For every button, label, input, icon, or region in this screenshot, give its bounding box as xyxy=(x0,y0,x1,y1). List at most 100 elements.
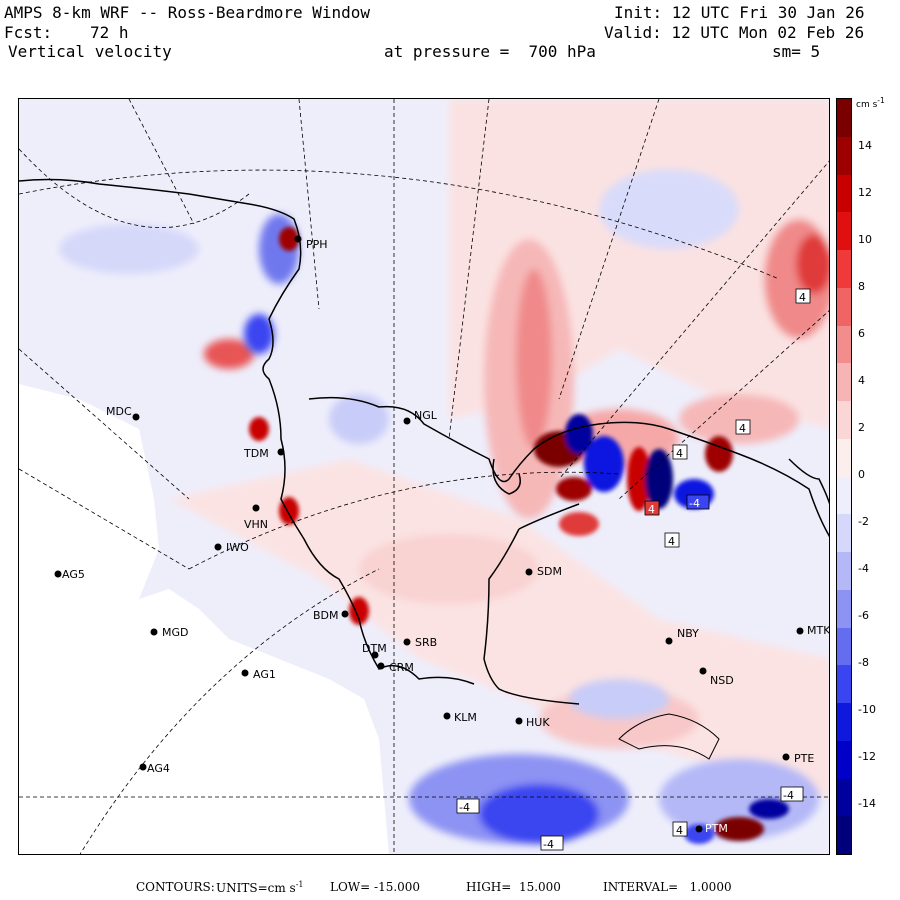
strong-couplets xyxy=(249,227,789,844)
station-marker: SDM xyxy=(525,565,562,578)
colorbar xyxy=(836,98,852,855)
colorbar-segment xyxy=(837,627,851,667)
contour-label: -4 xyxy=(456,798,480,814)
colorbar-segment xyxy=(837,740,851,780)
svg-text:PPH: PPH xyxy=(306,238,328,251)
svg-text:DTM: DTM xyxy=(362,642,387,655)
footer-interval: INTERVAL= 1.0000 xyxy=(603,880,732,894)
colorbar-units: cm s-1 xyxy=(856,96,885,110)
colorbar-segment xyxy=(837,401,851,440)
contour-label: 4 xyxy=(795,288,811,304)
contour-label: 4 xyxy=(672,444,688,460)
svg-text:MTK: MTK xyxy=(807,624,830,637)
svg-text:-4: -4 xyxy=(689,497,700,510)
colorbar-tick-label: 12 xyxy=(858,186,872,199)
svg-text:IWO: IWO xyxy=(226,541,249,554)
contour-label: 4 xyxy=(664,532,680,548)
colorbar-tick-label: -14 xyxy=(858,797,876,810)
island-outline xyxy=(618,713,720,760)
ice-shelf-region xyxy=(19,384,389,854)
colorbar-tick-label: -12 xyxy=(858,750,876,763)
colorbar-tick-label: 14 xyxy=(858,139,872,152)
svg-text:VHN: VHN xyxy=(244,518,268,531)
svg-text:4: 4 xyxy=(668,535,675,548)
colorbar-tick-label: -2 xyxy=(858,515,869,528)
colorbar-segment xyxy=(837,816,851,854)
svg-text:-4: -4 xyxy=(543,838,554,851)
contour-label: -4 xyxy=(780,786,804,802)
colorbar-segment xyxy=(837,250,851,289)
svg-text:4: 4 xyxy=(648,503,655,516)
colorbar-segment xyxy=(837,325,851,365)
colorbar-segment xyxy=(837,136,851,176)
svg-text:SRB: SRB xyxy=(415,636,437,649)
colorbar-segment xyxy=(837,476,851,516)
contour-labels: 4 4 4 -4 4 4 -4 4 -4 -4 xyxy=(456,288,811,851)
svg-text:SDM: SDM xyxy=(537,565,562,578)
colorbar-segment xyxy=(837,438,851,478)
svg-text:KLM: KLM xyxy=(454,711,477,724)
station-marker: MGD xyxy=(150,626,189,639)
station-marker: VHN xyxy=(244,504,268,531)
station-marker: MTK xyxy=(796,624,830,637)
station-marker: KLM xyxy=(443,711,477,724)
station-marker: IWO xyxy=(214,541,249,554)
forecast-hour: 72 h xyxy=(90,23,129,42)
station-marker: PPH xyxy=(294,235,328,251)
svg-text:BDM: BDM xyxy=(313,609,339,622)
map-title: AMPS 8-km WRF -- Ross-Beardmore Window xyxy=(4,3,371,22)
svg-text:4: 4 xyxy=(676,824,683,837)
station-marker: HUK xyxy=(515,716,550,729)
colorbar-segment xyxy=(837,174,851,214)
colorbar-segment xyxy=(837,665,851,704)
colorbar-tick-label: 8 xyxy=(858,280,865,293)
colorbar-segment xyxy=(837,703,851,742)
negative-field xyxy=(59,169,819,844)
footer-units: UNITS=cm s-1 xyxy=(216,880,304,895)
svg-text:-4: -4 xyxy=(459,801,470,814)
station-marker: AG5 xyxy=(54,568,85,581)
map-svg: 4 4 4 -4 4 4 -4 4 -4 -4 PPH MDC NGL TDM … xyxy=(19,99,830,854)
colorbar-segment xyxy=(837,99,851,138)
station-marker: AG1 xyxy=(241,668,276,681)
colorbar-tick-label: -10 xyxy=(858,703,876,716)
svg-text:PTM: PTM xyxy=(705,822,728,835)
init-time: Init: 12 UTC Fri 30 Jan 26 xyxy=(614,3,865,22)
svg-text:NBY: NBY xyxy=(677,627,699,640)
station-marker: PTM xyxy=(695,822,728,835)
station-marker: DTM xyxy=(362,642,387,659)
colorbar-segment xyxy=(837,778,851,818)
footer-high: HIGH= 15.000 xyxy=(466,880,561,894)
svg-text:TDM: TDM xyxy=(243,447,269,460)
contour-label: 4 xyxy=(644,500,660,516)
station-marker: MDC xyxy=(106,405,140,421)
contour-label: 4 xyxy=(672,821,688,837)
stations: PPH MDC NGL TDM VHN IWO AG5 SDM BDM MGD … xyxy=(54,235,830,835)
station-marker: CRM xyxy=(377,661,414,674)
svg-text:NGL: NGL xyxy=(414,409,438,422)
colorbar-segment xyxy=(837,514,851,553)
svg-text:MGD: MGD xyxy=(162,626,189,639)
svg-text:NSD: NSD xyxy=(710,674,734,687)
field-name: Vertical velocity xyxy=(8,42,172,61)
colorbar-tick-label: -4 xyxy=(858,562,869,575)
station-marker: NBY xyxy=(665,627,699,645)
svg-text:AG1: AG1 xyxy=(253,668,276,681)
colorbar-segment xyxy=(837,212,851,251)
svg-text:4: 4 xyxy=(799,291,806,304)
contour-label: 4 xyxy=(735,419,751,435)
footer-low: LOW= -15.000 xyxy=(330,880,421,894)
station-marker: BDM xyxy=(313,609,349,622)
svg-text:PTE: PTE xyxy=(794,752,814,765)
colorbar-tick-label: 4 xyxy=(858,374,865,387)
svg-text:4: 4 xyxy=(676,447,683,460)
colorbar-segment xyxy=(837,552,851,591)
station-marker: NSD xyxy=(699,667,734,687)
colorbar-tick-label: 0 xyxy=(858,468,865,481)
svg-text:AG4: AG4 xyxy=(147,762,170,775)
coastline xyxy=(19,178,829,705)
colorbar-tick-label: 10 xyxy=(858,233,872,246)
colorbar-tick-label: -6 xyxy=(858,609,869,622)
valid-time: Valid: 12 UTC Mon 02 Feb 26 xyxy=(604,23,865,42)
contour-label: -4 xyxy=(540,835,564,851)
